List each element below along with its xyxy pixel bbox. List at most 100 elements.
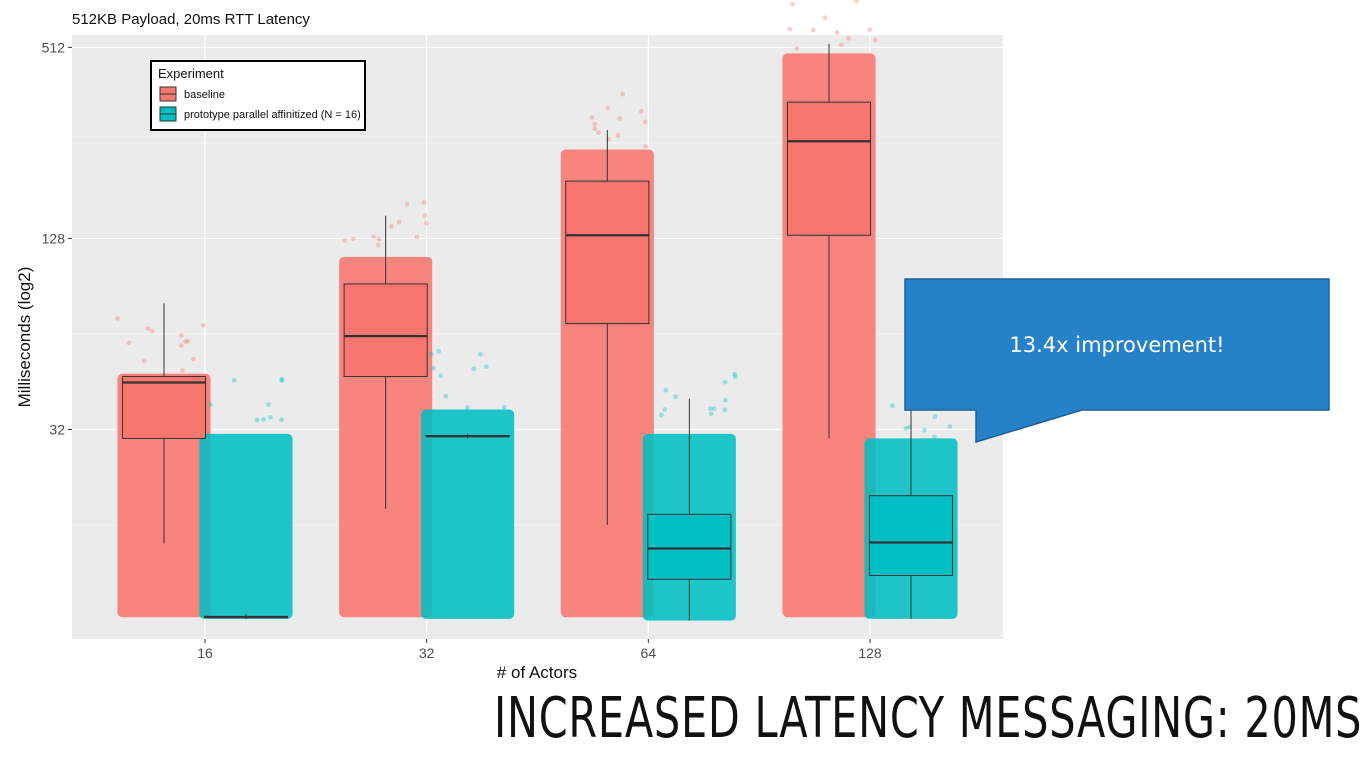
scatter-point-1-64-7 xyxy=(673,394,678,399)
scatter-point-1-32-3 xyxy=(471,366,477,372)
scatter-point-0-64-10 xyxy=(617,116,623,121)
scatter-point-0-64-7 xyxy=(615,133,621,138)
scatter-point-0-64-2 xyxy=(620,91,626,97)
callout-shape xyxy=(904,278,1330,444)
box-0-64 xyxy=(565,180,650,325)
scatter-point-1-32-7 xyxy=(483,364,489,370)
scatter-point-0-16-4 xyxy=(185,338,191,344)
scatter-point-1-128-10 xyxy=(931,434,937,440)
legend: Experiment baseline prototype parallel a… xyxy=(150,60,366,131)
scatter-point-1-32-0 xyxy=(478,351,483,357)
scatter-point-0-128-10 xyxy=(822,15,828,21)
scatter-point-0-16-10 xyxy=(200,322,206,328)
scatter-point-0-64-11 xyxy=(605,105,611,111)
scatter-point-1-128-9 xyxy=(932,414,938,420)
y-axis-label: Milliseconds (log2) xyxy=(15,267,34,408)
scatter-point-0-64-0 xyxy=(643,143,648,149)
scatter-point-0-128-0 xyxy=(867,27,873,33)
scatter-point-1-16-1 xyxy=(279,377,285,382)
point-cloud-1-16 xyxy=(199,433,293,619)
slide-title: INCREASED LATENCY MESSAGING: 20MS xyxy=(494,686,1362,751)
box-1-64 xyxy=(647,513,732,580)
scatter-point-0-16-0 xyxy=(115,315,120,321)
scatter-point-0-32-1 xyxy=(396,219,402,225)
scatter-point-1-64-8 xyxy=(708,411,714,417)
scatter-point-1-32-9 xyxy=(428,351,434,357)
scatter-point-1-16-0 xyxy=(279,378,285,383)
scatter-point-0-16-1 xyxy=(141,358,147,364)
legend-label-prototype: prototype parallel affinitized (N = 16) xyxy=(184,109,361,121)
scatter-point-0-128-1 xyxy=(845,35,851,41)
scatter-point-0-32-5 xyxy=(350,236,356,242)
scatter-point-0-32-0 xyxy=(422,213,428,218)
x-tick-label-32: 32 xyxy=(419,645,435,661)
scatter-point-0-128-6 xyxy=(787,26,793,32)
scatter-point-1-32-10 xyxy=(430,365,436,371)
y-tick-label-32: 32 xyxy=(49,422,65,438)
x-tick-label-64: 64 xyxy=(641,645,657,661)
point-cloud-1-32 xyxy=(421,409,515,619)
scatter-point-0-16-5 xyxy=(178,333,184,338)
scatter-point-1-32-5 xyxy=(438,373,443,379)
scatter-point-0-16-6 xyxy=(191,356,196,362)
scatter-point-0-16-9 xyxy=(178,343,184,348)
scatter-point-0-32-11 xyxy=(375,242,381,248)
legend-frame xyxy=(150,60,366,131)
axes: 32 128 512 16 32 64 128 xyxy=(42,39,882,661)
scatter-point-0-64-1 xyxy=(592,126,598,132)
scatter-point-1-64-2 xyxy=(711,406,717,412)
scatter-point-0-128-5 xyxy=(790,1,796,7)
scatter-point-1-32-11 xyxy=(501,404,507,410)
scatter-point-1-128-11 xyxy=(889,403,895,409)
legend-title: Experiment xyxy=(158,66,224,81)
scatter-point-1-64-1 xyxy=(732,374,738,380)
scatter-point-1-16-5 xyxy=(254,417,260,423)
scatter-point-1-16-2 xyxy=(267,414,273,420)
x-tick-label-128: 128 xyxy=(858,645,882,661)
scatter-point-0-128-9 xyxy=(838,42,844,48)
scatter-point-0-16-11 xyxy=(126,340,132,346)
scatter-point-0-32-9 xyxy=(342,238,347,243)
scatter-point-0-16-2 xyxy=(182,339,188,345)
scatter-point-0-64-9 xyxy=(638,109,644,114)
scatter-point-0-32-10 xyxy=(388,223,394,229)
scatter-point-1-16-6 xyxy=(266,402,271,407)
scatter-point-1-16-7 xyxy=(261,417,266,423)
scatter-point-1-64-5 xyxy=(662,407,668,412)
callout: 13.4x improvement! xyxy=(904,278,1330,444)
x-tick-label-16: 16 xyxy=(197,645,213,661)
scatter-point-0-64-4 xyxy=(596,130,601,135)
scatter-point-0-128-8 xyxy=(872,37,878,43)
scatter-point-0-32-7 xyxy=(423,220,429,226)
scatter-point-1-128-6 xyxy=(903,426,909,431)
scatter-point-0-64-6 xyxy=(589,115,595,121)
y-tick-label-512: 512 xyxy=(42,39,66,55)
scatter-point-1-32-2 xyxy=(436,348,442,354)
scatter-point-1-64-0 xyxy=(722,379,728,385)
scatter-point-0-64-5 xyxy=(592,121,598,127)
scatter-point-0-32-4 xyxy=(414,234,420,240)
scatter-point-0-128-4 xyxy=(854,0,859,4)
scatter-point-0-16-8 xyxy=(180,367,185,373)
chart-title: 512KB Payload, 20ms RTT Latency xyxy=(72,11,310,28)
scatter-point-0-128-3 xyxy=(810,27,816,33)
scatter-point-1-32-8 xyxy=(465,405,470,410)
scatter-point-1-16-9 xyxy=(231,377,237,383)
scatter-point-0-16-7 xyxy=(149,328,155,334)
scatter-point-1-32-4 xyxy=(443,393,449,399)
scatter-point-0-32-3 xyxy=(371,234,377,240)
box-0-128 xyxy=(786,101,872,236)
scatter-point-0-128-2 xyxy=(834,29,840,35)
scatter-point-1-16-8 xyxy=(279,417,284,423)
scatter-point-1-64-10 xyxy=(658,412,664,418)
box-1-128 xyxy=(868,495,954,576)
box-0-16 xyxy=(121,376,207,439)
scatter-point-0-32-2 xyxy=(421,199,427,205)
scatter-point-0-64-8 xyxy=(642,119,648,125)
scatter-point-0-32-8 xyxy=(404,201,410,207)
x-axis-label: # of Actors xyxy=(497,663,577,682)
scatter-point-1-64-9 xyxy=(707,406,713,411)
scatter-point-1-128-2 xyxy=(922,427,927,433)
scatter-point-0-32-6 xyxy=(376,236,382,242)
scatter-point-1-16-10 xyxy=(208,402,213,407)
